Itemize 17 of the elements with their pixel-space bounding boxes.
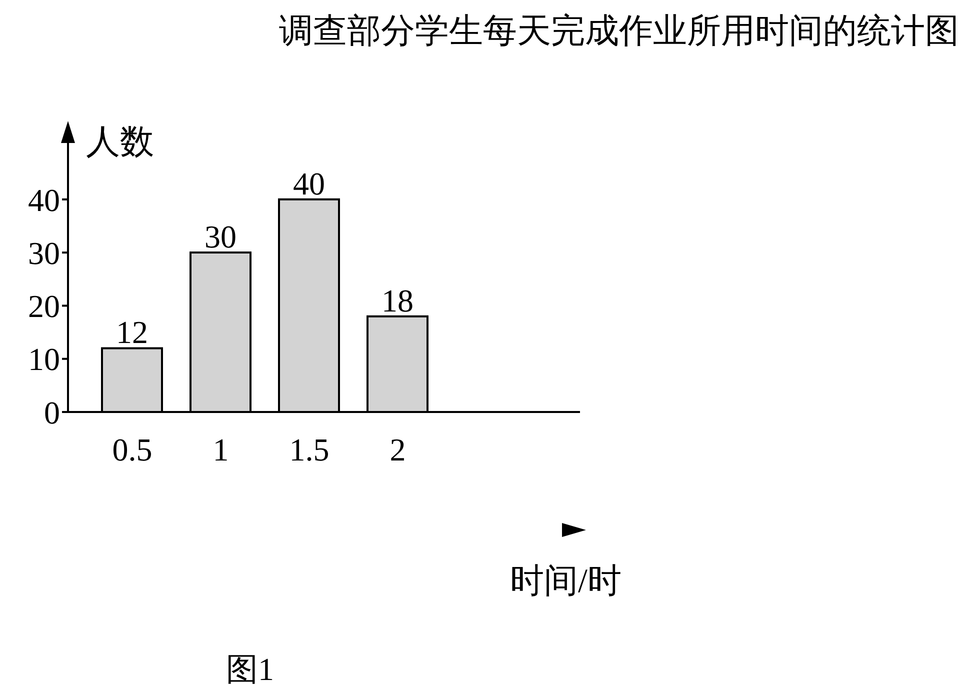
x-tick-label: 2 <box>390 432 406 468</box>
y-tick-label: 40 <box>28 182 60 218</box>
x-tick-label: 0.5 <box>112 432 152 468</box>
x-tick-label: 1.5 <box>289 432 330 468</box>
x-tick-label: 1 <box>212 432 229 468</box>
y-tick-label: 0 <box>44 394 60 430</box>
y-tick-label: 20 <box>28 288 60 324</box>
x-axis-title: 时间/时 <box>510 562 622 602</box>
y-axis-title: 人数 <box>86 123 154 163</box>
text: 调查部分学生每天完成作业所用时间的统计图 <box>279 12 959 52</box>
data-label: 18 <box>382 282 414 318</box>
caption: 图1 <box>226 650 274 689</box>
y-tick-label: 30 <box>28 234 60 271</box>
data-label: 40 <box>293 165 325 202</box>
y-tick-label: 10 <box>28 341 60 378</box>
data-label: 12 <box>116 314 148 350</box>
data-label: 30 <box>204 218 236 255</box>
